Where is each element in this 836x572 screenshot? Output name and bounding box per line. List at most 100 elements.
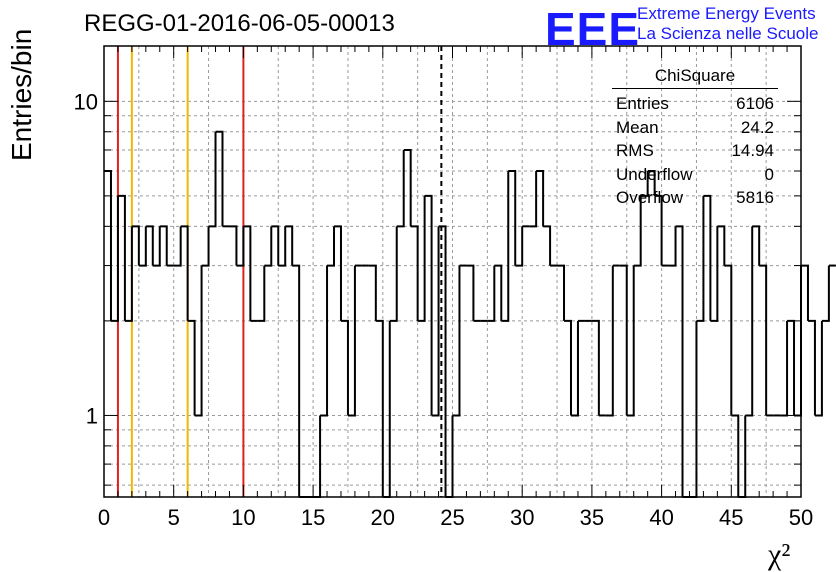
stats-row-rms: RMS 14.94 xyxy=(612,139,778,163)
histogram-bin xyxy=(124,226,133,322)
histogram-bin xyxy=(368,264,377,321)
histogram-bin xyxy=(340,319,349,416)
x-tick-label: 10 xyxy=(231,505,255,530)
histogram-bin xyxy=(626,265,635,417)
histogram-bin xyxy=(187,319,196,416)
histogram-bin xyxy=(431,226,440,417)
histogram-bin xyxy=(104,170,112,321)
histogram-bin xyxy=(501,171,510,322)
histogram-bin xyxy=(201,226,210,267)
histogram-bin xyxy=(724,264,733,416)
stats-label: Entries xyxy=(616,94,669,113)
histogram-bin xyxy=(417,195,426,322)
histogram-bin xyxy=(264,226,273,267)
x-tick-label: 50 xyxy=(789,505,813,530)
histogram-bin xyxy=(787,319,796,416)
stats-value: 5816 xyxy=(736,188,774,207)
histogram-bin xyxy=(438,225,447,497)
x-tick-label: 30 xyxy=(510,505,534,530)
histogram-bin xyxy=(334,225,342,321)
stats-value: 6106 xyxy=(736,94,774,113)
stats-row-entries: Entries 6106 xyxy=(612,92,778,116)
stats-value: 24.2 xyxy=(740,117,774,137)
histogram-bin xyxy=(633,195,642,267)
histogram-bin xyxy=(131,225,140,266)
x-tick-label: 20 xyxy=(371,505,395,530)
histogram-bin xyxy=(619,264,628,416)
x-tick-label: 35 xyxy=(580,505,604,530)
histogram-bin xyxy=(396,149,405,228)
stats-value: 14.94 xyxy=(731,141,774,160)
histogram-bin xyxy=(452,265,461,417)
stats-label: Overflow xyxy=(616,188,684,207)
eee-logo: EEE xyxy=(545,3,641,55)
histogram-bin xyxy=(807,319,816,416)
histogram-bin xyxy=(543,225,552,266)
x-tick-label: 40 xyxy=(649,505,673,530)
histogram-bin xyxy=(382,320,391,498)
histogram-bin xyxy=(159,225,168,266)
histogram-bin xyxy=(292,264,301,497)
stats-label: Underflow xyxy=(616,164,693,184)
stats-box: ChiSquare Entries 6106 Mean 24.2 RMS 14.… xyxy=(612,66,778,210)
histogram-bin xyxy=(236,226,245,267)
histogram-bin xyxy=(403,148,412,227)
histogram-bin xyxy=(654,194,663,266)
histogram-bin xyxy=(215,130,224,227)
histogram-bin xyxy=(536,170,545,227)
histogram-bin xyxy=(145,225,154,266)
histogram-bin xyxy=(557,264,566,321)
histogram-series xyxy=(104,130,836,498)
histogram-bin xyxy=(696,195,705,322)
histogram-bin xyxy=(668,226,677,267)
x-axis-ticks: 0 5 10 15 20 25 30 35 40 45 50 xyxy=(98,46,813,530)
histogram-bin xyxy=(801,264,809,321)
logo-line-1: Extreme Energy Events xyxy=(637,4,816,23)
x-tick-label: 5 xyxy=(168,505,180,530)
histogram-bin xyxy=(327,226,336,267)
y-tick-label: 1 xyxy=(86,403,98,428)
histogram-bin xyxy=(257,265,266,322)
histogram-bin xyxy=(710,226,719,322)
x-tick-label: 15 xyxy=(301,505,325,530)
histogram-bin xyxy=(487,265,496,322)
histogram-bin xyxy=(515,226,524,267)
histogram-bin xyxy=(410,225,419,321)
histogram-bin xyxy=(717,225,726,266)
histogram-bin xyxy=(320,265,329,417)
histogram-bin xyxy=(208,131,217,228)
logo-line-2: La Scienza nelle Scuole xyxy=(637,24,819,43)
x-tick-label: 45 xyxy=(719,505,743,530)
x-axis-label: χ² xyxy=(768,538,791,571)
histogram-bin xyxy=(703,194,712,321)
chart-title: REGG-01-2016-06-05-00013 xyxy=(84,10,395,37)
histogram-bin xyxy=(689,320,698,498)
x-tick-label: 25 xyxy=(440,505,464,530)
histogram-bin xyxy=(375,319,384,497)
histogram-bin xyxy=(591,319,600,416)
histogram-bin xyxy=(564,319,572,416)
x-tick-label: 0 xyxy=(98,505,110,530)
histogram-bin xyxy=(780,320,789,417)
histogram-bin xyxy=(570,320,579,417)
histogram-bin xyxy=(278,226,287,267)
histogram-bin xyxy=(424,194,433,416)
stats-row-overflow: Overflow 5816 xyxy=(612,186,778,210)
histogram-bin xyxy=(347,265,356,417)
histogram-bin xyxy=(138,226,147,267)
stats-title: ChiSquare xyxy=(612,66,778,89)
y-axis-label: Entries/bin xyxy=(6,28,37,161)
histogram-bin xyxy=(759,264,768,416)
histogram-bin xyxy=(529,171,538,228)
histogram-bin xyxy=(647,170,656,196)
stats-label: Mean xyxy=(616,117,659,137)
histogram-bin xyxy=(745,226,754,417)
histogram-bin xyxy=(675,225,684,497)
histogram-bin xyxy=(110,195,119,322)
histogram-bin xyxy=(814,320,823,417)
histogram-bin xyxy=(194,265,203,417)
histogram-bin xyxy=(285,225,294,266)
histogram-bin xyxy=(731,414,740,497)
histogram-bin xyxy=(117,194,126,321)
